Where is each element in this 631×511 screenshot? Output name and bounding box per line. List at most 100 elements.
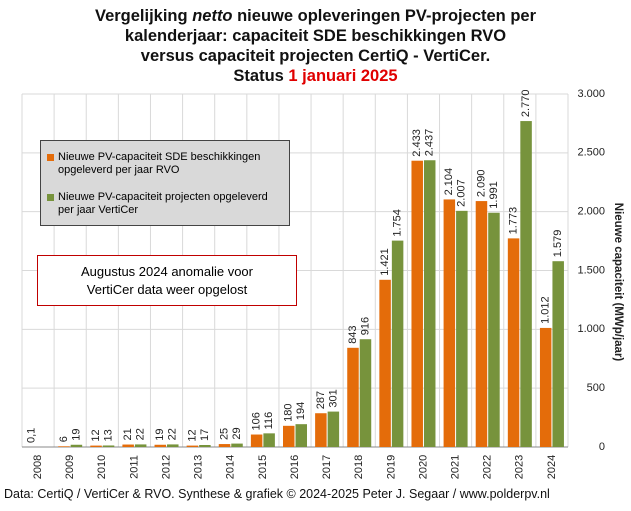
value-label: 1.012: [540, 296, 552, 324]
bar: [250, 434, 263, 447]
bar: [122, 444, 134, 447]
x-tick-label: 2011: [128, 455, 140, 479]
x-tick-label: 2019: [385, 455, 397, 479]
x-tick-label: 2015: [257, 455, 269, 479]
value-label: 12: [90, 429, 102, 441]
value-label: 180: [283, 403, 295, 421]
bar: [90, 445, 102, 447]
value-label: 194: [295, 402, 307, 420]
bar: [520, 121, 532, 448]
value-label: 106: [251, 412, 263, 430]
x-tick-label: 2016: [289, 455, 301, 479]
legend-item: Nieuwe PV-capaciteit SDE beschikkingen o…: [45, 151, 285, 177]
value-label: 1.579: [552, 230, 564, 258]
chart-title: Vergelijking netto nieuwe opleveringen P…: [0, 6, 631, 86]
bar: [391, 240, 404, 447]
value-label: 2.104: [443, 168, 455, 196]
source: Data: CertiQ / VertiCer & RVO. Synthese …: [4, 487, 550, 501]
bar: [263, 433, 275, 447]
bar: [167, 444, 179, 447]
title-part: Status: [233, 67, 289, 85]
title-part: nieuwe opleveringen PV-projecten per: [232, 7, 537, 25]
title-part: versus capaciteit projecten CertiQ - Ver…: [140, 47, 491, 65]
x-tick-label: 2023: [514, 455, 526, 479]
title-part: netto: [192, 7, 233, 25]
x-tick-label: 2024: [546, 455, 558, 479]
value-label: 0,1: [26, 428, 38, 443]
value-label: 22: [167, 428, 179, 440]
bar: [488, 212, 500, 447]
x-tick-label: 2010: [96, 455, 108, 479]
value-label: 17: [199, 429, 211, 441]
bar: [411, 160, 423, 448]
y-tick-label: 500: [587, 382, 605, 394]
bar: [507, 238, 520, 447]
bar: [539, 327, 552, 447]
bar: [475, 201, 488, 447]
value-label: 843: [347, 325, 359, 343]
x-tick-label: 2022: [482, 455, 494, 479]
value-label: 2.433: [411, 129, 423, 157]
x-tick-label: 2009: [64, 455, 76, 479]
y-tick-label: 2.000: [577, 206, 605, 218]
annotation-line: Augustus 2024 anomalie voor: [80, 264, 253, 279]
bar: [218, 444, 231, 447]
legend-swatch: [47, 154, 54, 161]
bar: [231, 443, 243, 447]
bar: [456, 210, 468, 447]
y-tick-label: 3.000: [577, 88, 605, 100]
bar: [70, 444, 83, 447]
title-part: 1 januari 2025: [288, 67, 398, 85]
bar: [327, 411, 340, 447]
annotation-line: VertiCer data weer opgelost: [86, 282, 248, 297]
x-tick-label: 2018: [353, 455, 365, 479]
legend-label: Nieuwe PV-capaciteit SDE beschikkingen o…: [58, 151, 261, 176]
bar: [295, 424, 307, 447]
bar: [186, 445, 199, 447]
x-tick-label: 2008: [32, 455, 44, 479]
value-label: 12: [186, 429, 198, 441]
bar: [443, 199, 456, 447]
value-label: 1.421: [379, 248, 391, 276]
annotation: Augustus 2024 anomalie voor VertiCer dat…: [37, 255, 297, 306]
value-label: 2.770: [520, 90, 532, 118]
bar: [102, 445, 115, 447]
value-label: 116: [263, 412, 275, 430]
bar: [423, 160, 436, 447]
value-label: 29: [231, 427, 243, 439]
bar: [154, 444, 167, 447]
title-part: kalenderjaar: capaciteit SDE beschikking…: [124, 27, 507, 45]
value-label: 2.437: [424, 129, 436, 157]
value-label: 25: [218, 428, 230, 440]
x-tick-label: 2014: [225, 455, 237, 479]
y-tick-label: 2.500: [577, 147, 605, 159]
value-label: 301: [327, 389, 339, 407]
y-tick-label: 0: [599, 441, 605, 453]
x-tick-label: 2013: [193, 455, 205, 479]
bar: [58, 446, 70, 447]
value-label: 6: [58, 436, 70, 442]
bar: [315, 413, 327, 447]
y-tick-label: 1.000: [577, 323, 605, 335]
bar: [283, 425, 295, 447]
bar: [199, 444, 211, 447]
value-label: 2.090: [475, 170, 487, 198]
bar: [134, 444, 147, 447]
x-tick-label: 2017: [321, 455, 333, 479]
value-label: 916: [359, 317, 371, 335]
bar: [359, 339, 372, 447]
value-label: 13: [102, 429, 114, 441]
value-label: 19: [70, 429, 82, 441]
value-label: 19: [154, 429, 166, 441]
value-label: 1.991: [488, 181, 500, 209]
value-label: 22: [135, 428, 147, 440]
y-tick-label: 1.500: [577, 264, 605, 276]
x-tick-label: 2012: [160, 455, 172, 479]
value-label: 1.754: [392, 209, 404, 237]
legend-swatch: [47, 194, 54, 201]
bar: [347, 347, 359, 447]
legend-label: Nieuwe PV-capaciteit projecten opgelever…: [58, 191, 268, 216]
value-label: 287: [315, 391, 327, 409]
